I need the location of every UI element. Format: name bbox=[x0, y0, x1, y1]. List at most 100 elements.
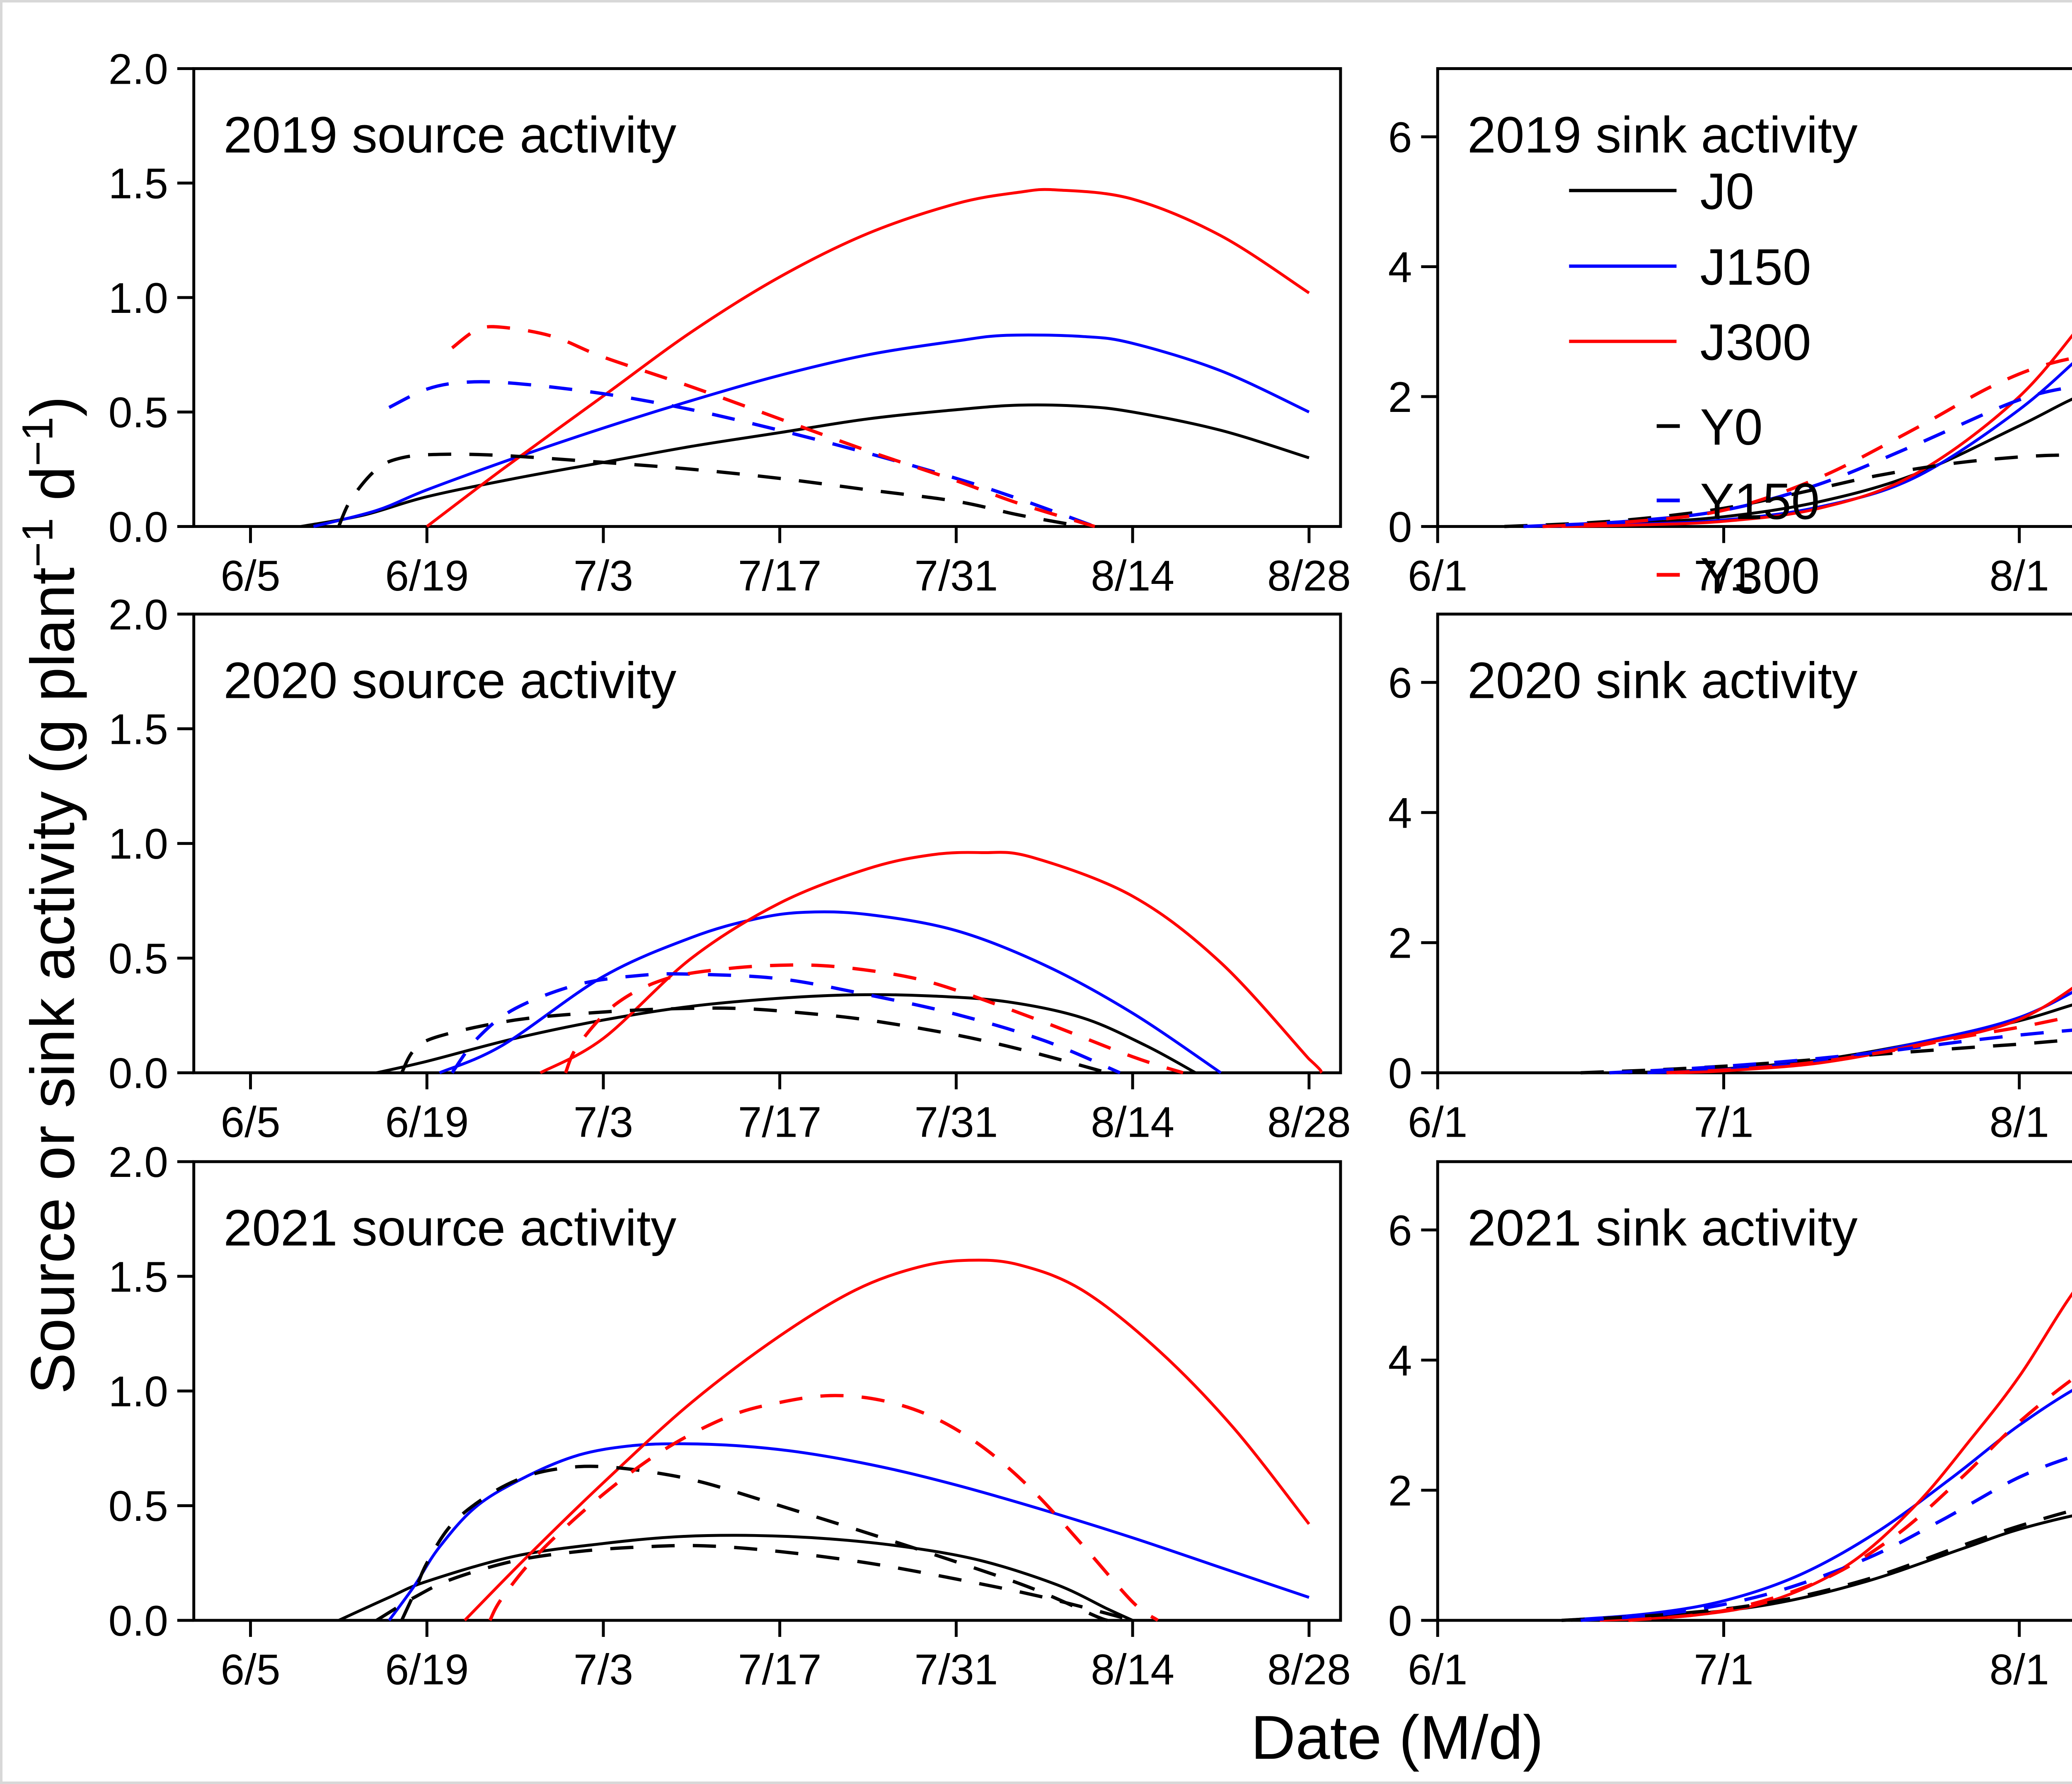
legend-label-Y300: Y300 bbox=[1700, 547, 1820, 605]
y-tick-label: 1.0 bbox=[109, 1368, 168, 1416]
series-2020_sink-J150 bbox=[1647, 991, 2072, 1075]
panel-2019_source: 6/5 6/19 7/3 7/17 7/31 8/14 8/28 0.0 0.5 1.0 1.5 2.… bbox=[109, 45, 1351, 600]
series-2019_source-J0 bbox=[300, 403, 1310, 528]
series-2019_sink-J300 bbox=[1561, 333, 2072, 528]
series-2021_source-Y0 bbox=[400, 1464, 1108, 1622]
y-tick-label: 0.5 bbox=[109, 1482, 168, 1530]
x-tick-label: 6/19 bbox=[385, 552, 469, 600]
panels-group: 6/5 6/19 7/3 7/17 7/31 8/14 8/280.00.51.01.52.… bbox=[109, 45, 2072, 1694]
x-tick-label: 7/17 bbox=[738, 1646, 822, 1694]
y-tick-label: 4 bbox=[1388, 243, 1412, 291]
series-2019_source-J300 bbox=[426, 188, 1310, 528]
y-tick-label: 2 bbox=[1388, 1467, 1412, 1515]
series-2020_sink-Y300 bbox=[1666, 1015, 2072, 1075]
legend-label-J150: J150 bbox=[1700, 239, 1811, 296]
x-tick-label: 6/19 bbox=[385, 1646, 469, 1694]
series-2021_sink-Y300 bbox=[1628, 1377, 2072, 1622]
y-tick-label: 1.0 bbox=[109, 820, 168, 868]
series-2021_sink-J150 bbox=[1561, 1389, 2072, 1622]
y-tick-label: 1.5 bbox=[109, 1253, 168, 1301]
series-2021_source-J150 bbox=[388, 1442, 1310, 1622]
y-tick-label: 0.0 bbox=[109, 1597, 168, 1645]
series-2020_source-J0 bbox=[376, 993, 1196, 1075]
panel-title: 2019 sink activity bbox=[1467, 107, 1858, 164]
y-tick-label: 1.5 bbox=[109, 160, 168, 208]
y-tick-label: 4 bbox=[1388, 1336, 1412, 1385]
y-tick-label: 1.5 bbox=[109, 705, 168, 753]
series-2020_sink-Y0 bbox=[1581, 1038, 2072, 1075]
y-tick-label: 0 bbox=[1388, 1597, 1412, 1645]
x-tick-label: 8/14 bbox=[1091, 552, 1174, 600]
y-tick-label: 4 bbox=[1388, 789, 1412, 837]
series-2019_source-J150 bbox=[313, 333, 1310, 528]
x-tick-label: 6/5 bbox=[220, 1646, 280, 1694]
y-tick-label: 6 bbox=[1388, 1206, 1412, 1254]
x-tick-label: 7/31 bbox=[914, 1098, 998, 1146]
series-2019_sink-J0 bbox=[1523, 397, 2072, 528]
x-tick-label: 6/1 bbox=[1408, 1098, 1467, 1146]
panel-title: 2019 source activity bbox=[223, 107, 676, 164]
y-tick-label: 0.0 bbox=[109, 1049, 168, 1097]
y-tick-label: 0.5 bbox=[109, 388, 168, 436]
x-tick-label: 8/14 bbox=[1091, 1646, 1174, 1694]
series-2021_source-Y150 bbox=[375, 1544, 1133, 1622]
panel-title: 2021 source activity bbox=[223, 1200, 676, 1257]
panel-title: 2021 sink activity bbox=[1467, 1200, 1858, 1257]
series-2021_source-Y300 bbox=[488, 1394, 1159, 1622]
series-2020_source-Y0 bbox=[400, 1006, 1108, 1075]
x-tick-label: 8/14 bbox=[1091, 1098, 1174, 1146]
series-2021_sink-Y150 bbox=[1581, 1455, 2072, 1622]
legend-label-J300: J300 bbox=[1700, 314, 1811, 371]
x-tick-label: 7/3 bbox=[574, 1098, 633, 1146]
x-tick-label: 6/1 bbox=[1408, 552, 1467, 600]
x-tick-label: 7/3 bbox=[574, 1646, 633, 1694]
series-2021_source-J300 bbox=[463, 1259, 1310, 1622]
y-tick-label: 6 bbox=[1388, 113, 1412, 161]
legend-label-Y0: Y0 bbox=[1700, 399, 1762, 456]
series-2019_source-Y0 bbox=[337, 453, 1083, 528]
panel-2021_source: 6/5 6/19 7/3 7/17 7/31 8/14 8/28 0.0 0.5 1.0 1.5 2.… bbox=[109, 1138, 1351, 1694]
series-2021_sink-J0 bbox=[1571, 1514, 2072, 1622]
y-tick-label: 0.5 bbox=[109, 934, 168, 983]
panel-title: 2020 sink activity bbox=[1467, 652, 1858, 709]
y-tick-label: 2.0 bbox=[109, 45, 168, 93]
x-tick-label: 7/31 bbox=[914, 552, 998, 600]
x-tick-label: 7/1 bbox=[1694, 1646, 1753, 1694]
panel-2020_source: 6/5 6/19 7/3 7/17 7/31 8/14 8/28 0.0 0.5 1.0 1.5 2.… bbox=[109, 591, 1351, 1146]
series-2021_source-J0 bbox=[338, 1534, 1133, 1622]
y-axis-label: Source or sink activity (g plant−1 d−1) bbox=[14, 396, 87, 1394]
x-tick-label: 7/1 bbox=[1694, 1098, 1753, 1146]
y-tick-label: 0 bbox=[1388, 1049, 1412, 1097]
series-2020_source-Y300 bbox=[564, 963, 1184, 1075]
x-tick-label: 7/1 bbox=[1694, 552, 1753, 600]
series-2019_source-Y300 bbox=[451, 325, 1096, 528]
y-tick-label: 2.0 bbox=[109, 1138, 168, 1186]
series-2020_sink-Y150 bbox=[1609, 1029, 2072, 1075]
series-2020_source-J150 bbox=[439, 910, 1222, 1074]
y-tick-label: 0 bbox=[1388, 503, 1412, 551]
y-tick-label: 1.0 bbox=[109, 274, 168, 322]
x-tick-label: 7/17 bbox=[738, 552, 822, 600]
series-2020_source-Y150 bbox=[450, 972, 1121, 1075]
x-tick-label: 8/28 bbox=[1267, 552, 1351, 600]
legend-label-Y150: Y150 bbox=[1700, 473, 1820, 530]
x-tick-label: 8/28 bbox=[1267, 1646, 1351, 1694]
x-tick-label: 6/5 bbox=[220, 1098, 280, 1146]
series-2021_sink-Y0 bbox=[1561, 1509, 2072, 1622]
legend-label-J0: J0 bbox=[1700, 163, 1754, 220]
x-tick-label: 7/3 bbox=[574, 552, 633, 600]
x-tick-label: 6/5 bbox=[220, 552, 280, 600]
x-tick-label: 8/1 bbox=[1990, 552, 2049, 600]
x-tick-label: 7/17 bbox=[738, 1098, 822, 1146]
y-tick-label: 0.0 bbox=[109, 503, 168, 551]
x-tick-label: 8/1 bbox=[1990, 1646, 2049, 1694]
x-tick-label: 8/1 bbox=[1990, 1098, 2049, 1146]
y-tick-label: 2.0 bbox=[109, 591, 168, 639]
x-axis-label: Date (M/d) bbox=[1251, 1703, 1543, 1772]
y-tick-label: 6 bbox=[1388, 659, 1412, 707]
